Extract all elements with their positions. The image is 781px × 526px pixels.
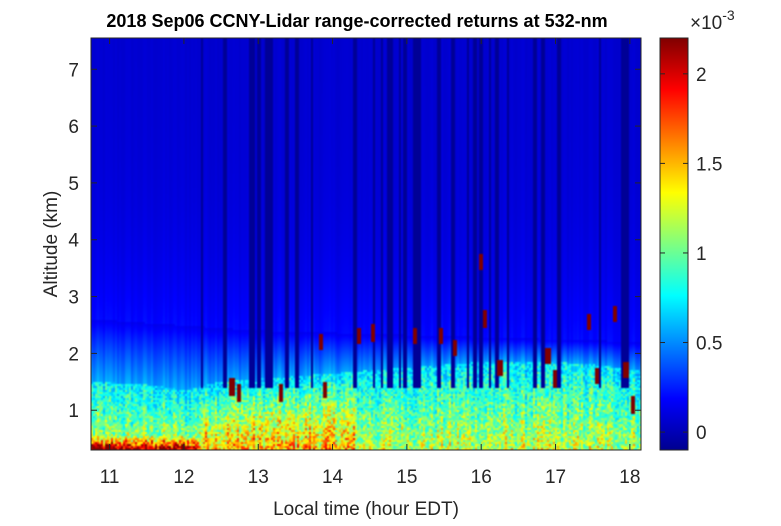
y-tick-label: 6 — [68, 117, 79, 138]
colorbar-tick-label: 1.5 — [696, 154, 722, 175]
y-axis-ticks: 1 2 3 4 5 6 7 — [68, 60, 641, 422]
x-axis-label: Local time (hour EDT) — [273, 499, 459, 520]
colorbar-frame — [659, 37, 689, 451]
x-tick-label: 16 — [471, 467, 492, 488]
colorbar-ticks: 0 0.5 1 1.5 2 — [660, 65, 722, 444]
y-tick-label: 3 — [68, 288, 79, 309]
y-axis-label: Altitude (km) — [41, 191, 62, 298]
x-tick-label: 11 — [100, 467, 120, 488]
x-axis-ticks: 11 12 13 14 15 16 17 18 — [100, 38, 640, 488]
y-tick-label: 1 — [68, 401, 79, 422]
chart-title: 2018 Sep06 CCNY-Lidar range-corrected re… — [106, 11, 607, 31]
colorbar-tick-label: 0 — [696, 423, 707, 444]
x-tick-label: 15 — [396, 467, 417, 488]
colorbar-tick-label: 2 — [696, 65, 707, 86]
colorbar-tick-label: 0.5 — [696, 334, 722, 355]
colorbar: 0 0.5 1 1.5 2 ×10-3 — [659, 7, 735, 451]
colorbar-multiplier: ×10-3 — [690, 7, 735, 34]
x-tick-label: 13 — [248, 467, 269, 488]
x-tick-label: 12 — [173, 467, 194, 488]
x-tick-label: 17 — [545, 467, 566, 488]
y-tick-label: 7 — [68, 60, 79, 81]
y-tick-label: 2 — [68, 344, 79, 365]
x-tick-label: 14 — [322, 467, 344, 488]
y-tick-label: 5 — [68, 174, 79, 195]
y-tick-label: 4 — [68, 231, 79, 252]
x-tick-label: 18 — [619, 467, 640, 488]
plot-frame — [90, 37, 642, 451]
colorbar-exponent: -3 — [722, 7, 735, 23]
lidar-heatmap — [91, 38, 641, 450]
colorbar-tick-label: 1 — [696, 244, 707, 265]
colorbar-gradient — [660, 38, 688, 450]
